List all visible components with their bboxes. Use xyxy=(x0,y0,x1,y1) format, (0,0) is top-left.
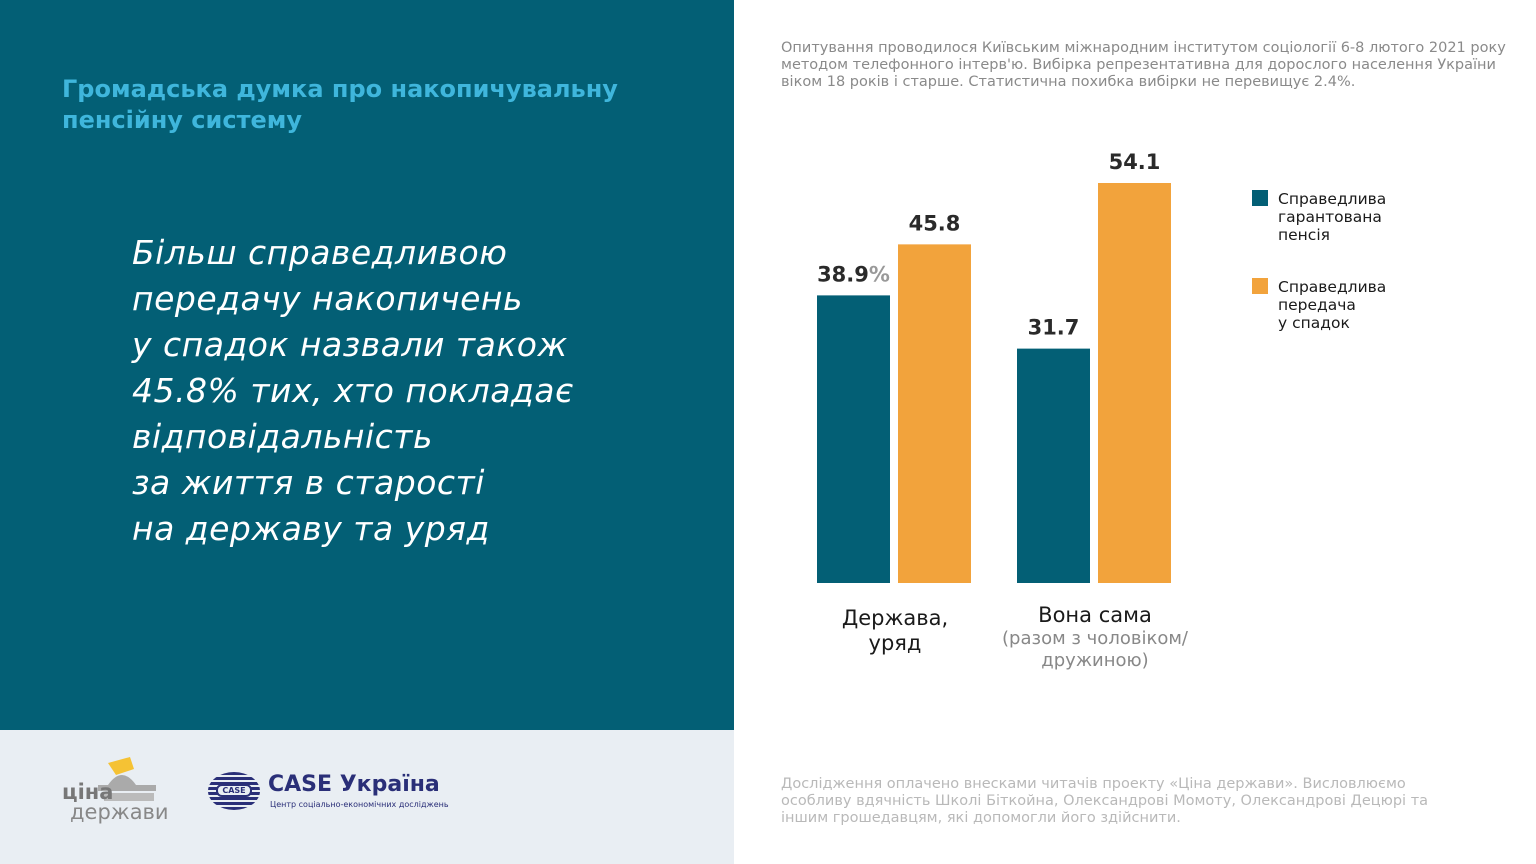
parliament-dome-icon xyxy=(98,757,156,801)
page-title: Громадська думка про накопичувальну пенс… xyxy=(62,75,618,134)
highlight-quote: Більш справедливою передачу накопичень у… xyxy=(132,233,574,548)
logo-text: ціна xyxy=(62,780,114,804)
unit-suffix: % xyxy=(869,262,890,286)
legend-swatch xyxy=(1252,190,1268,206)
category-label-1: Вона сама (разом з чоловіком/ дружиною) xyxy=(985,603,1205,672)
data-label: 54.1 xyxy=(1109,150,1161,174)
category-main: Держава, уряд xyxy=(841,606,949,655)
bar-0-1 xyxy=(1017,348,1090,583)
left-panel xyxy=(0,0,734,730)
legend-swatch xyxy=(1252,278,1268,294)
survey-note: Опитування проводилося Київським міжнаро… xyxy=(781,40,1506,90)
bar-1-0 xyxy=(898,244,971,583)
credits-note: Дослідження оплачено внесками читачів пр… xyxy=(781,776,1429,826)
data-label: 31.7 xyxy=(1028,316,1080,340)
data-label: 38.9% xyxy=(817,262,890,286)
case-mark: CASE xyxy=(216,784,252,797)
legend-item-inheritance: Справедлива передача у спадок xyxy=(1252,278,1418,332)
case-subtitle: Центр соціально-економічних досліджень xyxy=(270,800,449,809)
category-label-0: Держава, уряд xyxy=(815,606,975,656)
category-sub: (разом з чоловіком/ дружиною) xyxy=(1002,628,1188,671)
cina-derzhavy-logo: ціна держави xyxy=(60,755,170,825)
bar-0-0 xyxy=(817,295,890,583)
category-main: Вона сама xyxy=(1038,603,1152,627)
case-oval-icon: CASE xyxy=(208,772,260,810)
case-name: CASE Україна xyxy=(268,772,440,797)
bar-1-1 xyxy=(1098,183,1171,583)
legend-item-pension: Справедлива гарантована пенсія xyxy=(1252,190,1418,244)
logo-text: держави xyxy=(70,800,169,824)
legend-label: Справедлива передача у спадок xyxy=(1278,278,1387,332)
legend-label: Справедлива гарантована пенсія xyxy=(1278,190,1387,244)
data-label: 45.8 xyxy=(909,211,961,235)
